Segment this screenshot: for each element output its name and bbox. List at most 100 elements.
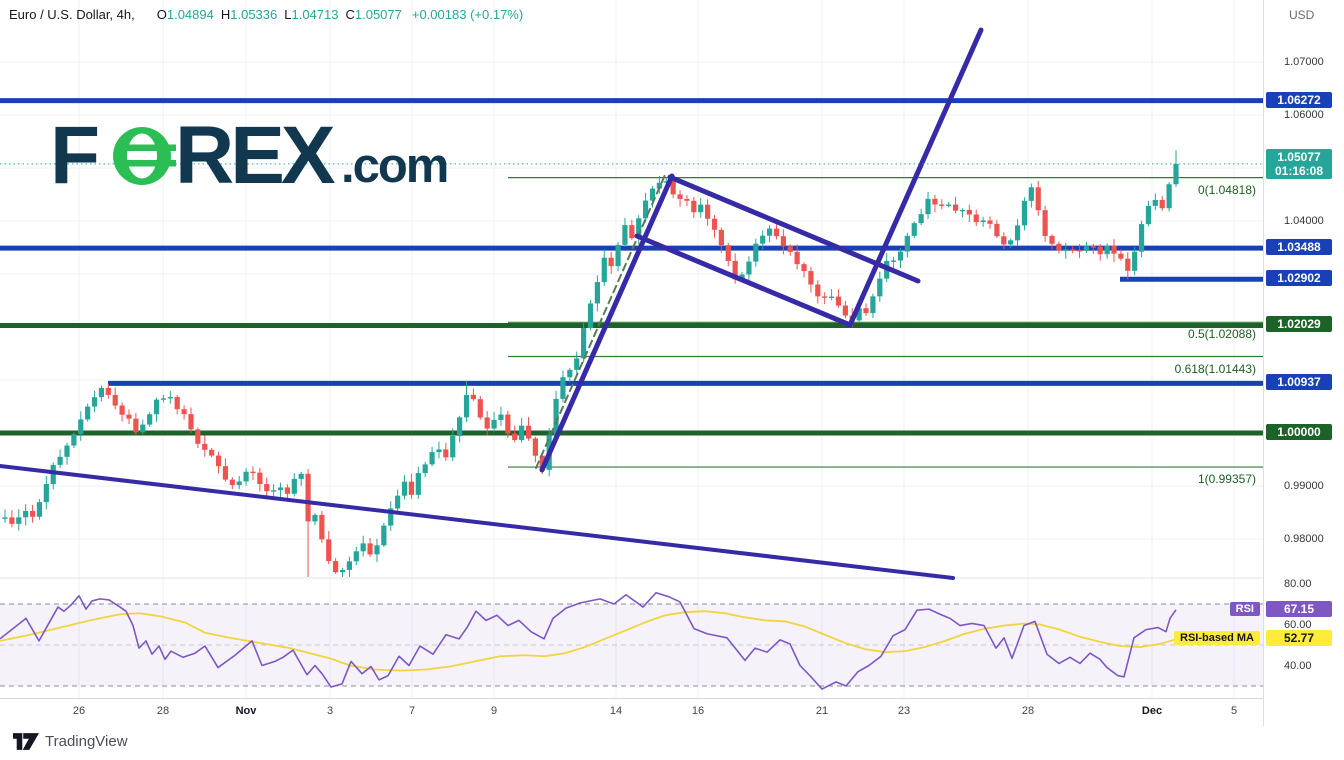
- candle: [195, 427, 201, 449]
- price-level-badge-1.03488: 1.03488: [1266, 239, 1332, 256]
- candle-body: [112, 394, 118, 406]
- candle-body: [23, 510, 29, 518]
- candle-body: [1083, 246, 1090, 251]
- candle-body: [691, 200, 697, 213]
- rsi-line[interactable]: [0, 591, 1177, 690]
- candle-body: [973, 214, 979, 223]
- candle: [622, 217, 628, 247]
- candle: [505, 410, 511, 438]
- candle: [773, 224, 780, 240]
- candle-body: [760, 235, 766, 244]
- rally-trendline[interactable]: [539, 173, 675, 473]
- candle: [374, 538, 380, 563]
- candle: [870, 293, 876, 319]
- candle: [339, 567, 346, 577]
- candle-body: [608, 257, 614, 267]
- candle-body: [119, 405, 125, 415]
- symbol-header[interactable]: Euro / U.S. Dollar, 4h, O1.04894 H1.05336 L…: [9, 7, 523, 22]
- candle-body: [463, 394, 470, 418]
- candle: [181, 405, 187, 420]
- candle: [532, 436, 538, 463]
- candle-body: [415, 473, 421, 495]
- candle-body: [739, 274, 745, 280]
- candle: [925, 191, 931, 220]
- candle: [1001, 232, 1007, 249]
- candle: [980, 216, 986, 227]
- candle: [822, 292, 828, 305]
- price-chart-svg[interactable]: [0, 0, 1344, 726]
- candle: [918, 208, 924, 226]
- candle: [2, 509, 8, 523]
- candle-body: [766, 228, 773, 236]
- candle-body: [271, 490, 277, 492]
- candle-body: [822, 296, 828, 298]
- candle: [698, 197, 704, 218]
- candle-body: [636, 218, 642, 239]
- candle: [952, 196, 959, 214]
- price-level-badge-1.06272: 1.06272: [1266, 91, 1332, 108]
- candle: [959, 208, 966, 218]
- time-tick-label: 7: [408, 705, 416, 717]
- candle-body: [1028, 187, 1034, 201]
- candle-body: [842, 305, 848, 316]
- candle: [202, 435, 208, 457]
- candle: [291, 473, 297, 497]
- candle-body: [346, 561, 353, 570]
- candle-body: [581, 328, 587, 359]
- candle-body: [649, 188, 656, 201]
- candle-body: [863, 308, 869, 314]
- candle: [636, 215, 642, 245]
- candle-body: [215, 455, 222, 467]
- low-value: 1.04713: [291, 7, 339, 22]
- time-axis[interactable]: 26 28 Nov 3 7 9 14 16 21 23 28 Dec 5: [0, 698, 1344, 727]
- close-label: C: [345, 7, 355, 22]
- time-tick-label: Nov: [235, 705, 257, 717]
- candle: [794, 244, 800, 270]
- candle-body: [229, 479, 235, 486]
- candle-body: [828, 296, 835, 298]
- candle: [877, 271, 883, 302]
- candle-body: [9, 517, 15, 524]
- descending-support-trendline[interactable]: [0, 464, 955, 581]
- candle: [367, 538, 373, 557]
- open-label: O: [156, 7, 167, 22]
- candle-body: [353, 551, 359, 562]
- candle: [1166, 182, 1172, 212]
- candle: [519, 417, 525, 443]
- candle-body: [436, 449, 442, 453]
- candle-body: [484, 417, 490, 429]
- rsi-tick-label: 60.00: [1284, 618, 1312, 631]
- candle: [140, 419, 146, 435]
- candle: [491, 412, 497, 432]
- candle-body: [1042, 210, 1048, 236]
- candle-body: [98, 387, 105, 398]
- high-value: 1.05336: [230, 7, 278, 22]
- last-price-countdown: 01:16:08: [1274, 163, 1324, 178]
- rally-trendline-dashed[interactable]: [535, 173, 666, 469]
- candle-body: [622, 225, 628, 245]
- price-tick-label: 0.99000: [1284, 480, 1324, 492]
- candle-body: [1014, 225, 1021, 241]
- channel-lower-trendline[interactable]: [634, 233, 853, 328]
- symbol-title[interactable]: Euro / U.S. Dollar, 4h,: [9, 7, 135, 22]
- candle-body: [1104, 245, 1110, 255]
- candle: [119, 402, 125, 422]
- candle-body: [1021, 200, 1028, 226]
- candle: [1152, 193, 1158, 211]
- candle: [112, 387, 118, 410]
- candle: [656, 176, 662, 194]
- candle: [408, 473, 415, 499]
- tradingview-attribution-link[interactable]: TradingView: [13, 733, 128, 750]
- candle: [629, 219, 635, 240]
- price-axis[interactable]: USD 1.07000 1.06000 1.04000 0.99000 0.98000 8…: [1263, 0, 1344, 726]
- candle-body: [1001, 236, 1007, 245]
- candle-body: [780, 236, 786, 247]
- candle: [147, 412, 153, 427]
- candle-body: [277, 487, 284, 491]
- rsi-ma-line[interactable]: [0, 610, 1177, 672]
- candle: [560, 370, 566, 403]
- candle: [401, 475, 408, 500]
- breakout-trendline[interactable]: [847, 27, 984, 328]
- candle-body: [43, 484, 49, 503]
